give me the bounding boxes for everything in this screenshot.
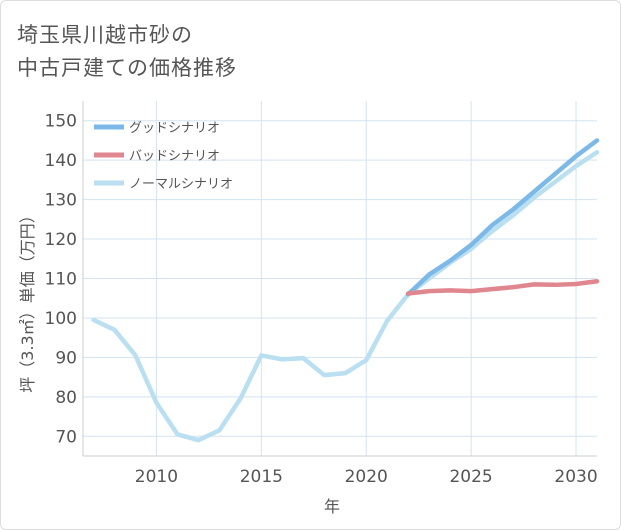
y-tick-label: 140 — [45, 151, 77, 171]
y-tick-label: 100 — [45, 309, 77, 329]
y-tick-label: 110 — [45, 270, 77, 290]
series-line-3 — [91, 150, 600, 443]
chart-title-line-1: 埼玉県川越市砂の — [17, 23, 193, 47]
legend-label: ノーマルシナリオ — [129, 177, 233, 192]
x-tick-label: 2020 — [345, 467, 388, 487]
x-tick-label: 2030 — [554, 467, 597, 487]
series-lines — [91, 138, 600, 443]
x-axis-ticks: 2010 2015 2020 2025 2030 — [135, 467, 598, 487]
x-axis-label: 年 — [324, 497, 340, 516]
series-line-1 — [405, 138, 600, 297]
x-tick-label: 2015 — [240, 467, 283, 487]
chart-title: 埼玉県川越市砂の 中古戸建ての価格推移 — [17, 19, 237, 85]
x-tick-label: 2010 — [135, 467, 178, 487]
chart-title-line-2: 中古戸建ての価格推移 — [17, 56, 237, 80]
y-tick-label: 120 — [45, 230, 77, 250]
x-tick-label: 2025 — [449, 467, 492, 487]
y-tick-label: 70 — [55, 427, 77, 447]
y-tick-label: 90 — [55, 348, 77, 368]
grid-lines — [83, 101, 597, 456]
plot-area — [82, 101, 597, 457]
y-tick-label: 150 — [45, 112, 77, 132]
y-axis-ticks: 70 80 90 100 110 120 130 140 150 — [45, 112, 77, 448]
legend-label: バッドシナリオ — [129, 149, 220, 164]
y-tick-label: 130 — [45, 191, 77, 211]
y-tick-label: 80 — [55, 388, 77, 408]
legend-label: グッドシナリオ — [129, 121, 220, 136]
series-line-2 — [405, 279, 600, 296]
y-axis-label: 坪（3.3㎡）単価（万円） — [18, 207, 37, 392]
